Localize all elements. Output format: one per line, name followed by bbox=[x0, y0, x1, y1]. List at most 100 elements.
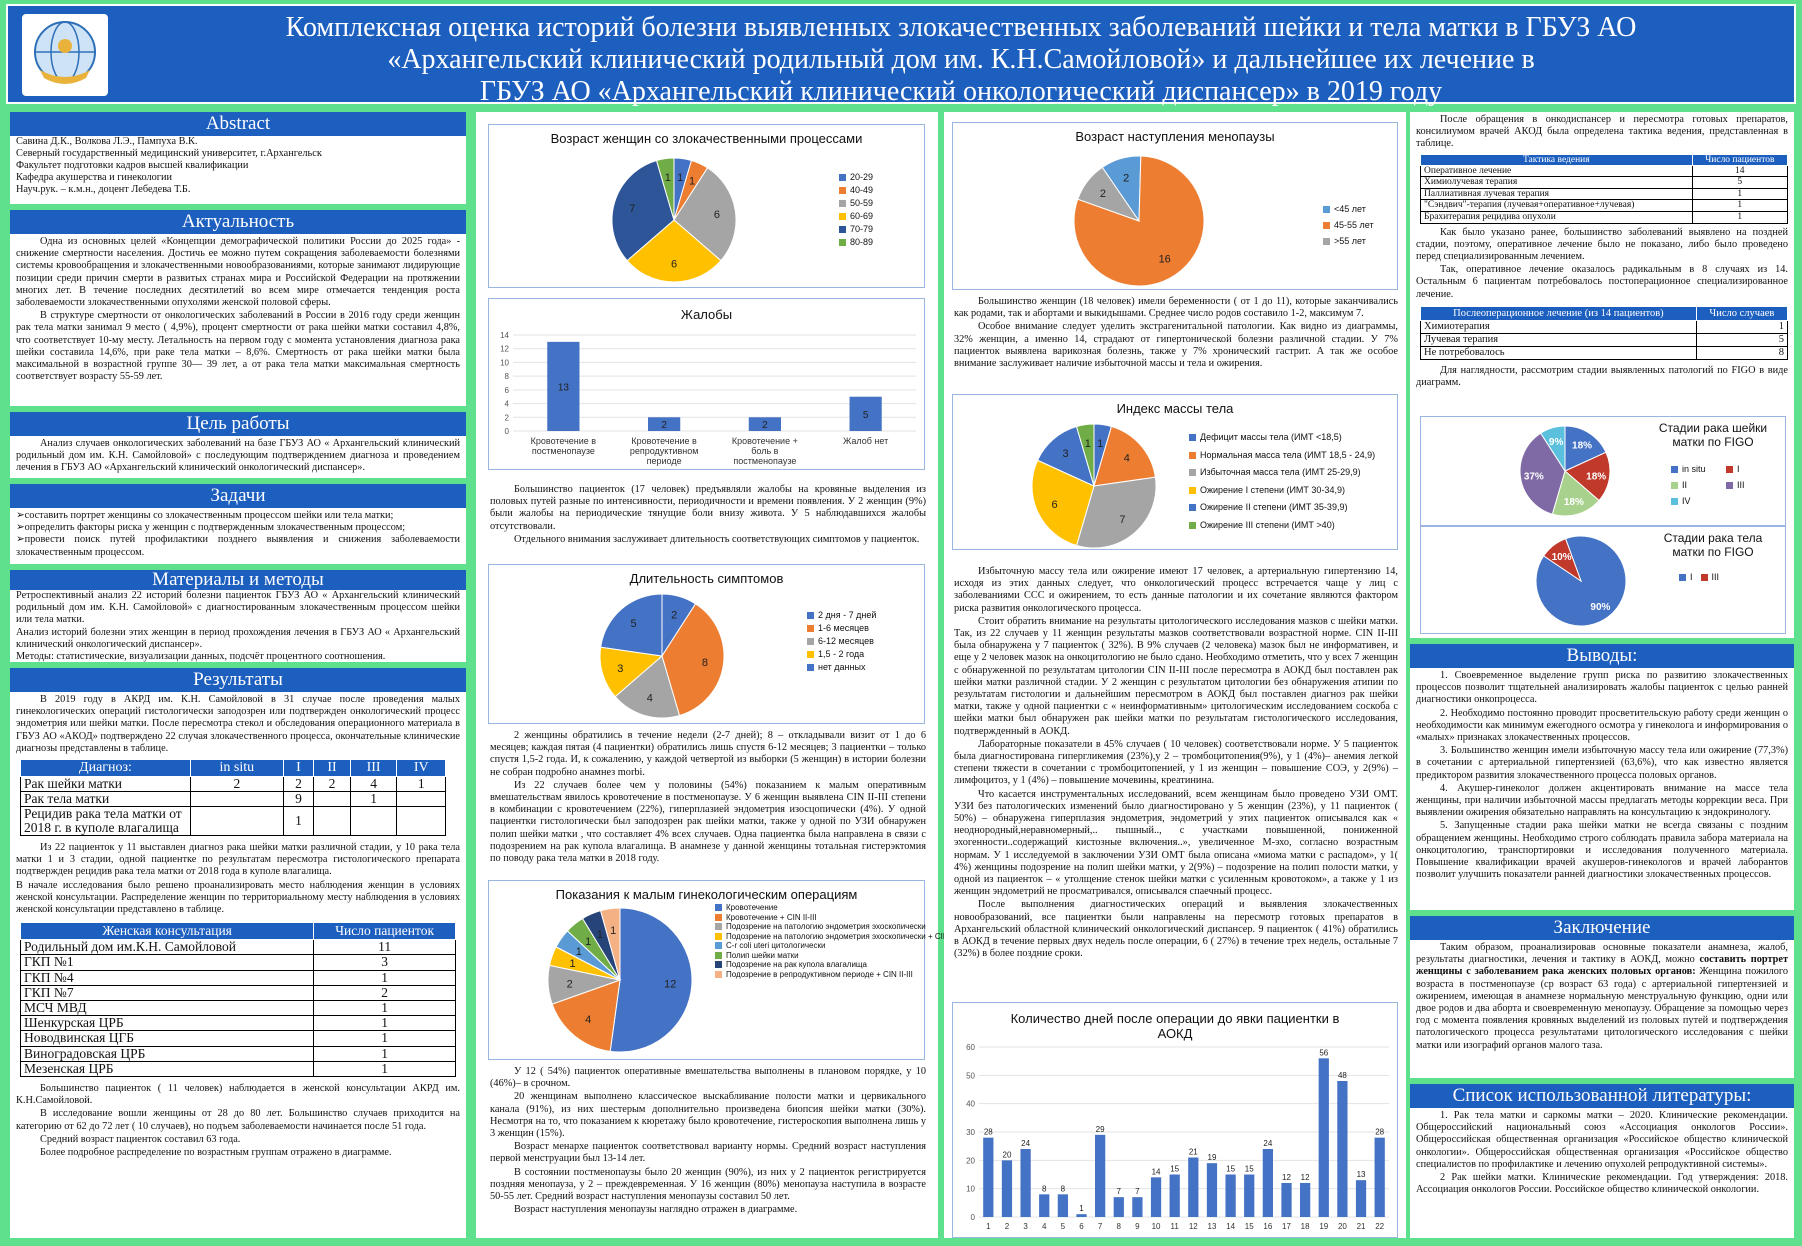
days-bar bbox=[1188, 1157, 1199, 1217]
column-2: Возраст женщин со злокачественными проце… bbox=[476, 112, 965, 1238]
duration-legend-item: 2 дня - 7 дней bbox=[807, 609, 876, 622]
age-chart-title: Возраст женщин со злокачественными проце… bbox=[550, 131, 863, 146]
days-bar bbox=[1300, 1183, 1311, 1217]
age-data-label: 1 bbox=[665, 172, 671, 184]
days-bar bbox=[1262, 1149, 1273, 1217]
days-value-label: 19 bbox=[1208, 1153, 1217, 1162]
menopause-chart-title: Возраст наступления менопаузы bbox=[1075, 129, 1275, 144]
y-tick-label: 60 bbox=[966, 1043, 975, 1052]
age-data-label: 1 bbox=[677, 172, 683, 184]
age-slice bbox=[673, 167, 737, 262]
relevance-text: Одна из основных целей «Концепции демогр… bbox=[16, 236, 460, 383]
bmi-legend-item: Ожирение III степени (ИМТ >40) bbox=[1189, 517, 1375, 535]
duration-slice bbox=[614, 655, 681, 719]
diagnosis-cell bbox=[190, 791, 284, 808]
methods-section: Материалы и методы Ретроспективный анали… bbox=[10, 570, 466, 662]
results-text-2: Из 22 пациенток у 11 выставлен диагноз р… bbox=[16, 842, 460, 916]
age-legend-item: 80-89 bbox=[839, 236, 873, 249]
figo-cervix-legend-item: IV bbox=[1671, 493, 1726, 509]
y-tick-label: 10 bbox=[966, 1185, 975, 1194]
complaints-category-label: Кровотечение в bbox=[531, 436, 597, 446]
duration-data-label: 2 bbox=[671, 609, 677, 621]
days-bar bbox=[1374, 1137, 1385, 1217]
summary-section: Заключение Таким образом, проанализирова… bbox=[1410, 916, 1794, 1078]
tactics-cell: Паллиативная лучевая терапия bbox=[1420, 187, 1693, 201]
indications-slice bbox=[599, 907, 621, 981]
diagnosis-cell: 4 bbox=[349, 776, 398, 793]
duration-data-label: 4 bbox=[647, 693, 653, 705]
days-value-label: 15 bbox=[1245, 1165, 1254, 1174]
days-category-label: 4 bbox=[1042, 1222, 1047, 1231]
days-category-label: 15 bbox=[1245, 1222, 1254, 1231]
days-value-label: 48 bbox=[1338, 1071, 1347, 1080]
duration-data-label: 5 bbox=[631, 618, 637, 630]
consultation-cell: 1 bbox=[313, 1030, 456, 1047]
days-category-label: 19 bbox=[1319, 1222, 1328, 1231]
poster-header: Комплексная оценка историй болезни выявл… bbox=[6, 4, 1796, 107]
y-tick-label: 0 bbox=[971, 1213, 976, 1222]
days-category-label: 12 bbox=[1189, 1222, 1198, 1231]
consultation-cell: 1 bbox=[313, 1000, 456, 1017]
days-value-label: 24 bbox=[1263, 1139, 1272, 1148]
postop-cell: Лучевая терапия bbox=[1420, 332, 1697, 347]
days-value-label: 8 bbox=[1061, 1184, 1066, 1193]
col4-text-2: Как было указано ранее, большинство забо… bbox=[1416, 226, 1788, 300]
age-data-label: 1 bbox=[689, 176, 695, 188]
globe-hands-logo bbox=[22, 14, 108, 96]
postop-cell: 8 bbox=[1695, 345, 1789, 360]
duration-data-label: 8 bbox=[702, 657, 708, 669]
tactics-cell: Оперативное лечение bbox=[1420, 164, 1693, 178]
y-tick-label: 10 bbox=[500, 358, 509, 367]
tactics-row: "Сэндвич"-терапия (лучевая+оперативное+л… bbox=[1420, 199, 1789, 212]
days-value-label: 7 bbox=[1117, 1187, 1122, 1196]
complaints-bar bbox=[748, 417, 781, 431]
days-chart-title: Количество дней после операции до явки п… bbox=[1010, 1011, 1340, 1041]
tactics-row: Химиолучевая терапия 5 bbox=[1420, 176, 1789, 189]
days-bar bbox=[1057, 1194, 1068, 1217]
indications-data-label: 1 bbox=[585, 936, 591, 948]
figo-cervix-slice bbox=[1564, 451, 1611, 502]
consultation-cell: 1 bbox=[313, 969, 456, 986]
days-bar bbox=[1076, 1214, 1087, 1217]
consultation-cell: 2 bbox=[313, 984, 456, 1002]
tactics-row: Паллиативная лучевая терапия 1 bbox=[1420, 187, 1789, 201]
menopause-data-label: 2 bbox=[1100, 188, 1106, 200]
menopause-legend-item: 45-55 лет bbox=[1323, 217, 1374, 233]
duration-legend-item: 6-12 месяцев bbox=[807, 635, 876, 648]
duration-pie: 2 8 4 3 5 bbox=[599, 593, 725, 719]
duration-legend-item: 1,5 - 2 года bbox=[807, 648, 876, 661]
diagnosis-header-cell: Диагноз: bbox=[20, 759, 191, 778]
postop-cell: Химиотерапия bbox=[1420, 319, 1697, 334]
figo-cervix-data-label: 18% bbox=[1572, 441, 1592, 452]
figo-cervix-slice bbox=[1519, 432, 1566, 515]
y-tick-label: 8 bbox=[505, 372, 510, 381]
diagnosis-row: Рак тела матки 9 1 bbox=[20, 791, 446, 808]
postop-row: Не потребовалось 8 bbox=[1420, 345, 1789, 360]
days-value-label: 13 bbox=[1357, 1170, 1366, 1179]
indications-data-label: 1 bbox=[597, 929, 603, 941]
days-category-label: 22 bbox=[1375, 1222, 1384, 1231]
days-category-label: 3 bbox=[1023, 1222, 1028, 1231]
col2-text-1: Большинство пациенток (17 человек) предъ… bbox=[490, 484, 926, 545]
menopause-legend: <45 лет 45-55 лет >55 лет bbox=[1323, 201, 1374, 249]
y-tick-label: 20 bbox=[966, 1156, 975, 1165]
days-category-label: 11 bbox=[1171, 1222, 1180, 1231]
relevance-section: Актуальность Одна из основных целей «Кон… bbox=[10, 210, 466, 406]
y-tick-label: 30 bbox=[966, 1128, 975, 1137]
consultation-cell: 11 bbox=[313, 939, 456, 956]
postop-table: Послеоперационное лечение (из 14 пациент… bbox=[1420, 305, 1789, 360]
tactics-table: Тактика ведения Число пациентов Оперативно… bbox=[1420, 153, 1789, 224]
days-category-label: 20 bbox=[1338, 1222, 1347, 1231]
tactics-header-cell: Число пациентов bbox=[1691, 153, 1789, 166]
complaints-category-label: Кровотечение в bbox=[631, 436, 697, 446]
col4-text-3: Для наглядности, рассмотрим стадии выявл… bbox=[1416, 364, 1788, 388]
consultation-header-cell: Число пациенток bbox=[313, 922, 456, 941]
consultation-cell: 1 bbox=[313, 1060, 456, 1078]
days-category-label: 18 bbox=[1301, 1222, 1310, 1231]
summary-text: Таким образом, проанализировав основные … bbox=[1416, 942, 1788, 1051]
results-section: Результаты В 2019 году в АКРД им. К.Н. С… bbox=[10, 668, 466, 1238]
complaints-value-label: 2 bbox=[762, 420, 768, 431]
consultation-cell: 1 bbox=[313, 1045, 456, 1062]
consultation-cell: 3 bbox=[313, 954, 456, 971]
